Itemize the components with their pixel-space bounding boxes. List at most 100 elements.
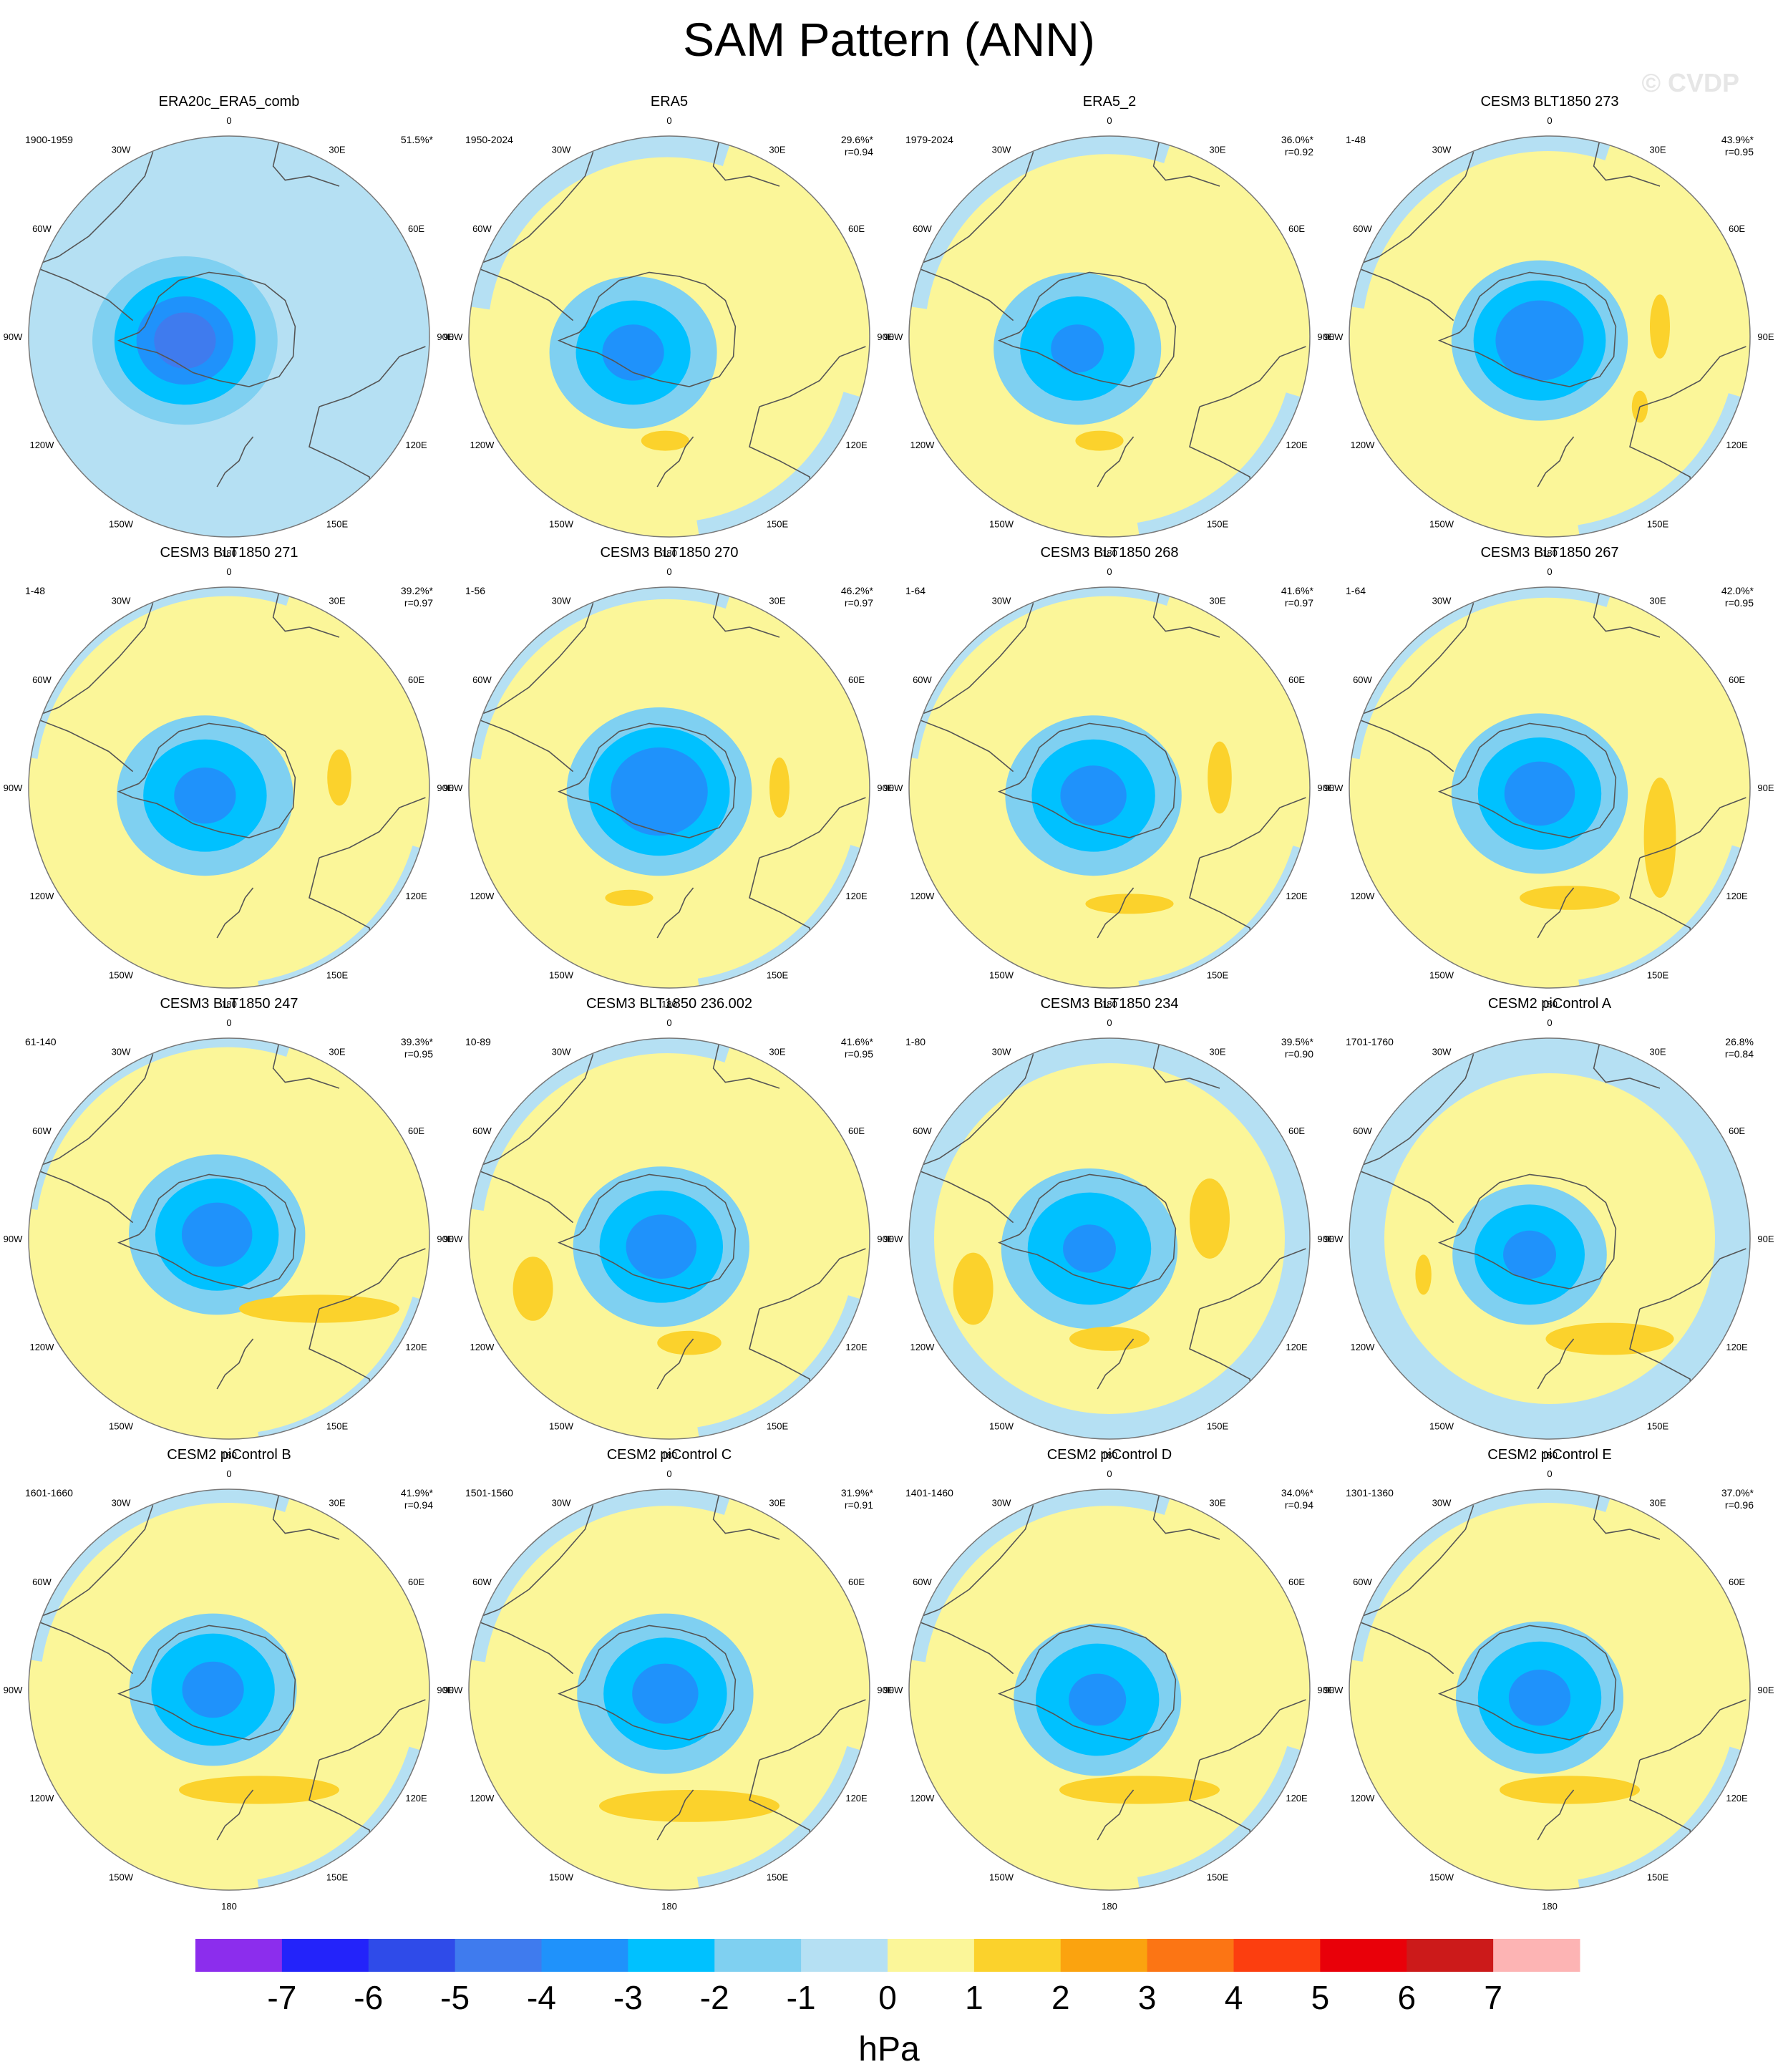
longitude-label: 30W (552, 144, 571, 155)
colorbar-tick-label: -4 (527, 1979, 556, 2016)
longitude-label: 150W (549, 1872, 574, 1883)
positive-anomaly-patch (1415, 1254, 1432, 1295)
map-border (28, 586, 430, 989)
longitude-label: 60W (1353, 1577, 1372, 1587)
map-panel: 0 30E 60E 90E 120E 150E 180 150W 120W 90W 60W 30W ER… (444, 94, 894, 558)
panel-title: CESM3 BLT1850 273 (1480, 94, 1618, 110)
longitude-label: 150W (109, 519, 134, 530)
negative-anomaly-contour (154, 312, 216, 369)
longitude-label: 120W (1350, 891, 1375, 901)
longitude-label: 120E (845, 1793, 868, 1804)
longitude-label: 180 (1542, 1901, 1558, 1912)
longitude-label: 30W (992, 595, 1011, 606)
samerica-coast (1353, 1505, 1475, 1675)
antarctica-coast (1437, 722, 1617, 838)
longitude-label: 120W (1350, 440, 1375, 450)
nz-coast (1097, 1789, 1135, 1841)
longitude-label: 120E (1726, 440, 1748, 450)
samerica-coast (32, 603, 154, 773)
panel-period: 1900-1959 (25, 134, 73, 145)
colorbar-tick-label: -7 (267, 1979, 296, 2016)
longitude-label: 60W (1353, 223, 1372, 234)
longitude-label: 0 (1547, 1468, 1552, 1479)
longitude-label: 120W (470, 1342, 495, 1352)
sam-pattern-field (29, 587, 429, 988)
colorbar-swatch (714, 1939, 802, 1972)
longitude-label: 120E (405, 440, 427, 450)
panel-variance-pct: 36.0%* (1281, 134, 1314, 145)
colorbar-tick-label: -3 (613, 1979, 643, 2016)
longitude-label: 90E (877, 331, 893, 342)
nz-coast (1537, 887, 1575, 939)
nz-coast (216, 436, 254, 488)
ocean-negative-belt (29, 136, 429, 537)
longitude-label: 120W (1350, 1793, 1375, 1804)
longitude-label: 30E (769, 1046, 785, 1057)
longitude-label: 150E (1647, 519, 1669, 530)
africa-coast (712, 1042, 780, 1089)
colorbar-tick-label: 3 (1138, 1979, 1157, 2016)
colorbar-tick-label: -6 (354, 1979, 383, 2016)
africa-coast (712, 591, 780, 638)
longitude-label: 180 (1542, 548, 1558, 558)
longitude-label: 90W (444, 783, 463, 793)
longitude-label: 180 (221, 548, 237, 558)
longitude-label: 120E (1286, 1342, 1308, 1352)
longitude-label: 150W (989, 519, 1014, 530)
samerica-coast (913, 1505, 1034, 1675)
nz-coast (216, 1338, 254, 1390)
positive-anomaly-patch (769, 757, 790, 818)
longitude-label: 150W (109, 1872, 134, 1883)
longitude-label: 0 (666, 566, 671, 577)
longitude-label: 90E (437, 1234, 453, 1244)
sam-pattern-field (29, 1038, 429, 1439)
longitude-label: 150E (767, 1421, 789, 1432)
samerica-coast (913, 1054, 1034, 1224)
panel-period: 1-64 (905, 585, 926, 596)
panel-pattern-correlation: r=0.95 (1725, 597, 1754, 609)
longitude-label: 90E (1317, 331, 1334, 342)
longitude-label: 60W (32, 1577, 52, 1587)
longitude-label: 180 (1542, 999, 1558, 1010)
longitude-label: 180 (1102, 999, 1117, 1010)
longitude-label: 120W (1350, 1342, 1375, 1352)
panel-title: CESM3 BLT1850 270 (600, 545, 738, 561)
watermark: © CVDP (1641, 68, 1739, 97)
longitude-label: 90W (1324, 783, 1344, 793)
longitude-label: 30E (769, 1497, 785, 1508)
sam-pattern-field (469, 587, 870, 988)
longitude-label: 30E (1209, 1497, 1225, 1508)
longitude-label: 30W (992, 144, 1011, 155)
longitude-label: 180 (221, 1450, 237, 1461)
coastlines (1353, 1042, 1747, 1410)
sam-pattern-field (1349, 1489, 1750, 1890)
sam-pattern-field (469, 136, 870, 537)
map-panel: 0 30E 60E 90E 120E 150E 180 150W 120W 90W 60W 30W CE… (1324, 94, 1774, 558)
longitude-label: 30E (769, 144, 785, 155)
longitude-label: 150W (549, 970, 574, 981)
nz-coast (656, 1789, 694, 1841)
coastlines (472, 1042, 866, 1410)
africa-coast (272, 1042, 340, 1089)
colorbar-swatch (1493, 1939, 1580, 1972)
negative-anomaly-contour (1495, 300, 1584, 381)
map-panel: 0 30E 60E 90E 120E 150E 180 150W 120W 90W 60W 30W CE… (444, 996, 894, 1461)
panel-period: 1-80 (905, 1036, 926, 1047)
colorbar-swatch (455, 1939, 542, 1972)
colorbar-tick-label: 6 (1397, 1979, 1416, 2016)
ocean-negative-belt (909, 1038, 1310, 1439)
longitude-label: 120E (1286, 440, 1308, 450)
longitude-label: 150W (1429, 519, 1454, 530)
longitude-label: 90W (444, 331, 463, 342)
panel-period: 10-89 (465, 1036, 491, 1047)
sam-pattern-field (909, 1489, 1310, 1890)
longitude-label: 30W (1432, 1497, 1452, 1508)
longitude-label: 60W (1353, 1125, 1372, 1136)
longitude-label: 90W (4, 1234, 23, 1244)
negative-anomaly-contour (181, 1202, 253, 1267)
panel-variance-pct: 39.2%* (401, 585, 434, 596)
figure-title: SAM Pattern (ANN) (683, 13, 1095, 66)
longitude-label: 60E (408, 674, 424, 685)
longitude-label: 150E (767, 970, 789, 981)
longitude-label: 150E (326, 519, 349, 530)
